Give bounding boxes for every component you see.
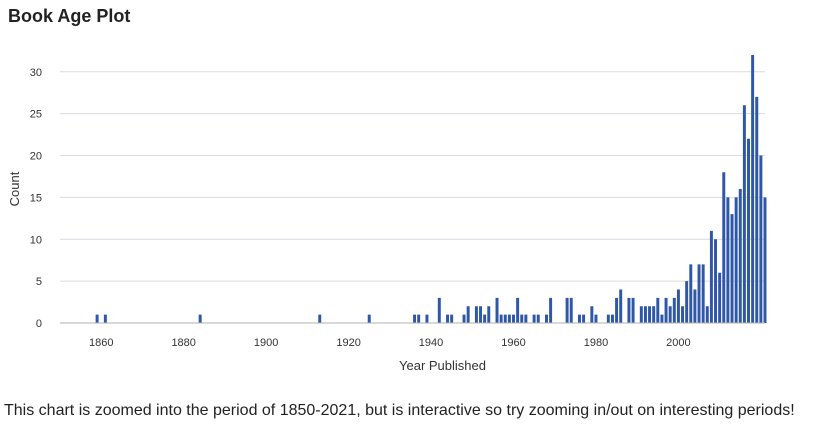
x-axis-label: Year Published [399, 358, 486, 373]
bar[interactable] [103, 314, 107, 323]
bar[interactable] [689, 264, 693, 323]
bar-series[interactable] [95, 55, 767, 324]
bar[interactable] [759, 155, 763, 324]
bar[interactable] [198, 314, 202, 323]
bar[interactable] [631, 297, 635, 323]
bar[interactable] [747, 138, 750, 323]
bar[interactable] [709, 230, 713, 323]
y-axis-label: Count [7, 171, 22, 206]
bar[interactable] [487, 306, 491, 323]
bar[interactable] [95, 314, 99, 323]
bar[interactable] [701, 264, 705, 323]
bar[interactable] [664, 297, 668, 323]
y-tick-label: 20 [30, 151, 42, 163]
bar[interactable] [685, 281, 689, 323]
bar[interactable] [417, 314, 421, 323]
bar[interactable] [610, 314, 614, 323]
bar[interactable] [660, 314, 664, 323]
bar[interactable] [367, 314, 371, 323]
bar[interactable] [545, 314, 548, 323]
y-tick-label: 0 [36, 318, 42, 330]
bar[interactable] [450, 314, 454, 323]
bar[interactable] [718, 272, 722, 323]
bar[interactable] [549, 297, 553, 323]
y-tick-label: 30 [30, 67, 42, 79]
bar[interactable] [536, 314, 540, 323]
bar[interactable] [643, 306, 647, 323]
y-tick-label: 15 [30, 192, 42, 204]
bar[interactable] [516, 297, 520, 323]
chart-title: Book Age Plot [8, 6, 131, 26]
bar[interactable] [734, 197, 738, 323]
bar[interactable] [582, 314, 586, 323]
bar[interactable] [648, 306, 652, 323]
bar[interactable] [639, 306, 643, 323]
bar[interactable] [755, 96, 759, 323]
bar[interactable] [520, 314, 524, 323]
bar[interactable] [524, 314, 528, 323]
x-tick-label: 1940 [419, 337, 443, 349]
y-tick-label: 10 [30, 234, 42, 246]
bar[interactable] [413, 314, 417, 323]
bar[interactable] [446, 314, 450, 323]
x-tick-label: 1960 [501, 337, 525, 349]
bar[interactable] [738, 189, 742, 323]
bar[interactable] [722, 172, 726, 323]
bar[interactable] [590, 306, 594, 323]
bar[interactable] [479, 306, 483, 323]
bar[interactable] [693, 289, 697, 324]
bar[interactable] [676, 289, 680, 324]
bar[interactable] [652, 306, 656, 323]
x-tick-label: 1880 [171, 337, 195, 349]
x-tick-label: 1920 [336, 337, 360, 349]
bar[interactable] [425, 314, 429, 323]
bar[interactable] [656, 297, 660, 323]
bar[interactable] [512, 314, 515, 323]
y-tick-label: 5 [36, 276, 42, 288]
bar[interactable] [532, 314, 536, 323]
bar[interactable] [681, 306, 685, 323]
bar[interactable] [606, 314, 610, 323]
x-tick-label: 1980 [584, 337, 608, 349]
bar[interactable] [742, 105, 746, 323]
bar[interactable] [499, 314, 503, 323]
bar[interactable] [705, 306, 709, 323]
x-tick-label: 1860 [89, 337, 113, 349]
bar[interactable] [668, 306, 672, 323]
bar[interactable] [503, 314, 507, 323]
bar[interactable] [462, 314, 466, 323]
y-tick-label: 25 [30, 109, 42, 121]
bar[interactable] [726, 197, 730, 323]
bar[interactable] [697, 264, 701, 323]
bar[interactable] [318, 314, 322, 323]
bar[interactable] [569, 297, 573, 323]
bar[interactable] [594, 314, 598, 323]
chart-caption: This chart is zoomed into the period of … [4, 402, 795, 419]
x-tick-labels: 1860 1880 1900 1920 1940 1960 1980 2000 [89, 337, 691, 349]
bar-chart[interactable]: 0 5 10 15 20 25 30 1860 1880 1900 1920 1940 1960 198… [0, 0, 824, 400]
bar[interactable] [619, 289, 623, 324]
bar[interactable] [466, 306, 470, 323]
bar[interactable] [437, 297, 441, 323]
bar[interactable] [474, 306, 478, 323]
bar[interactable] [627, 297, 631, 323]
bar[interactable] [730, 214, 734, 323]
y-tick-labels: 0 5 10 15 20 25 30 [30, 67, 42, 330]
bar[interactable] [507, 314, 511, 323]
bar[interactable] [714, 239, 718, 323]
bar[interactable] [483, 314, 487, 323]
bar[interactable] [495, 297, 499, 323]
bar[interactable] [577, 314, 581, 323]
bar[interactable] [565, 297, 569, 323]
bar[interactable] [763, 197, 767, 323]
bar[interactable] [672, 297, 676, 323]
x-tick-label: 2000 [666, 337, 690, 349]
gridlines [60, 71, 765, 282]
bar[interactable] [615, 297, 619, 323]
bar[interactable] [751, 55, 755, 323]
x-tick-label: 1900 [254, 337, 278, 349]
